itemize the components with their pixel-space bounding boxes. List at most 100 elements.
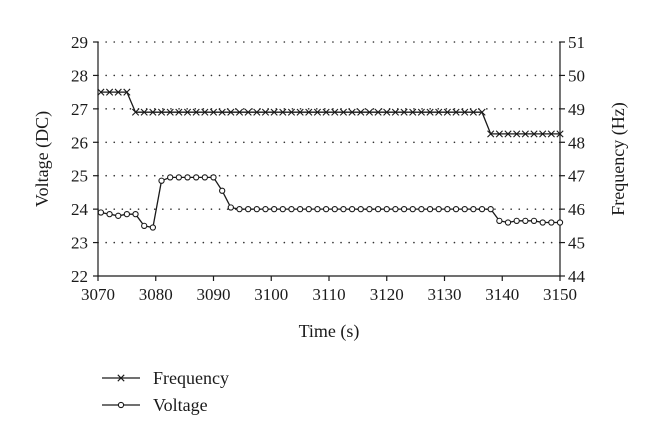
frequency-point bbox=[105, 88, 114, 96]
frequency-point bbox=[157, 108, 166, 116]
voltage-point bbox=[175, 174, 182, 181]
frequency-point bbox=[140, 108, 148, 116]
frequency-series bbox=[97, 88, 564, 138]
voltage-point bbox=[270, 205, 278, 213]
frequency-point bbox=[504, 130, 512, 138]
left-y-axis-title: Voltage (DC) bbox=[32, 111, 53, 207]
legend-marker bbox=[117, 374, 125, 382]
voltage-point bbox=[374, 205, 382, 213]
voltage-point bbox=[496, 217, 503, 224]
left-tick-label: 24 bbox=[71, 200, 89, 219]
voltage-line bbox=[100, 176, 560, 229]
frequency-point bbox=[409, 108, 417, 116]
frequency-point bbox=[279, 108, 287, 116]
voltage-point bbox=[236, 205, 243, 213]
frequency-point bbox=[521, 130, 529, 138]
voltage-point bbox=[244, 205, 252, 213]
voltage-point bbox=[357, 205, 364, 213]
frequency-point bbox=[296, 108, 304, 116]
frequency-point bbox=[175, 108, 183, 116]
voltage-point bbox=[418, 205, 425, 213]
right-tick-label: 50 bbox=[568, 66, 585, 85]
voltage-point bbox=[193, 174, 200, 181]
voltage-point bbox=[123, 211, 131, 218]
gridlines bbox=[97, 41, 561, 244]
voltage-point bbox=[158, 177, 165, 184]
right-tick-label: 44 bbox=[568, 267, 586, 286]
voltage-point bbox=[539, 219, 546, 226]
frequency-point bbox=[435, 108, 443, 116]
voltage-point bbox=[296, 205, 304, 213]
frequency-point bbox=[192, 108, 200, 116]
frequency-point bbox=[495, 130, 503, 138]
left-tick-label: 28 bbox=[71, 66, 88, 85]
frequency-point bbox=[235, 108, 244, 116]
frequency-point bbox=[556, 130, 564, 138]
frequency-point bbox=[209, 108, 218, 116]
x-tick-label: 3140 bbox=[485, 285, 519, 304]
voltage-point bbox=[322, 205, 330, 213]
left-tick-label: 29 bbox=[71, 33, 88, 52]
voltage-point bbox=[487, 205, 494, 213]
voltage-point bbox=[201, 174, 208, 181]
frequency-point bbox=[469, 108, 477, 116]
x-tick-label: 3150 bbox=[543, 285, 577, 304]
voltage-point bbox=[444, 205, 451, 213]
voltage-point bbox=[530, 217, 538, 224]
voltage-point bbox=[106, 211, 113, 218]
x-tick-label: 3110 bbox=[312, 285, 345, 304]
voltage-series bbox=[97, 174, 564, 231]
legend-label: Frequency bbox=[153, 368, 229, 388]
frequency-point bbox=[478, 108, 486, 116]
voltage-point bbox=[400, 205, 408, 213]
right-tick-label: 51 bbox=[568, 33, 585, 52]
frequency-point bbox=[287, 108, 296, 116]
frequency-point bbox=[270, 108, 278, 116]
frequency-point bbox=[331, 108, 339, 116]
left-tick-label: 22 bbox=[71, 267, 88, 286]
frequency-point bbox=[461, 108, 469, 116]
voltage-point bbox=[279, 205, 286, 213]
legend-marker bbox=[117, 401, 125, 409]
frequency-point bbox=[305, 108, 313, 116]
voltage-point bbox=[366, 205, 373, 213]
frequency-point bbox=[348, 108, 356, 116]
voltage-point bbox=[461, 205, 468, 213]
series-layer bbox=[97, 88, 564, 231]
frequency-point bbox=[513, 130, 521, 138]
voltage-point bbox=[167, 174, 174, 181]
frequency-point bbox=[443, 108, 451, 116]
voltage-point bbox=[219, 187, 226, 194]
x-tick-label: 3090 bbox=[197, 285, 231, 304]
legend: Frequency Voltage bbox=[102, 368, 229, 415]
frequency-point bbox=[123, 88, 131, 96]
frequency-point bbox=[201, 108, 209, 116]
voltage-point bbox=[435, 205, 442, 213]
frequency-line bbox=[100, 91, 560, 135]
voltage-point bbox=[548, 219, 555, 226]
voltage-point bbox=[470, 205, 477, 213]
right-tick-label: 47 bbox=[568, 167, 586, 186]
voltage-point bbox=[288, 205, 295, 213]
frequency-point bbox=[166, 108, 174, 116]
voltage-point bbox=[340, 205, 347, 213]
frequency-point bbox=[391, 108, 400, 116]
voltage-point bbox=[314, 205, 321, 213]
frequency-point bbox=[97, 88, 105, 96]
frequency-point bbox=[261, 108, 270, 116]
frequency-point bbox=[452, 108, 460, 116]
voltage-point bbox=[210, 174, 217, 181]
legend-label: Voltage bbox=[153, 395, 208, 415]
voltage-point bbox=[513, 217, 520, 224]
voltage-point bbox=[452, 205, 460, 213]
frequency-point bbox=[547, 130, 555, 138]
voltage-point bbox=[227, 204, 234, 211]
voltage-point bbox=[522, 217, 529, 224]
frequency-point bbox=[365, 108, 374, 116]
voltage-point bbox=[132, 211, 139, 218]
voltage-point bbox=[556, 219, 564, 226]
frequency-point bbox=[400, 108, 408, 116]
right-tick-label: 45 bbox=[568, 234, 585, 253]
voltage-point bbox=[149, 224, 157, 231]
